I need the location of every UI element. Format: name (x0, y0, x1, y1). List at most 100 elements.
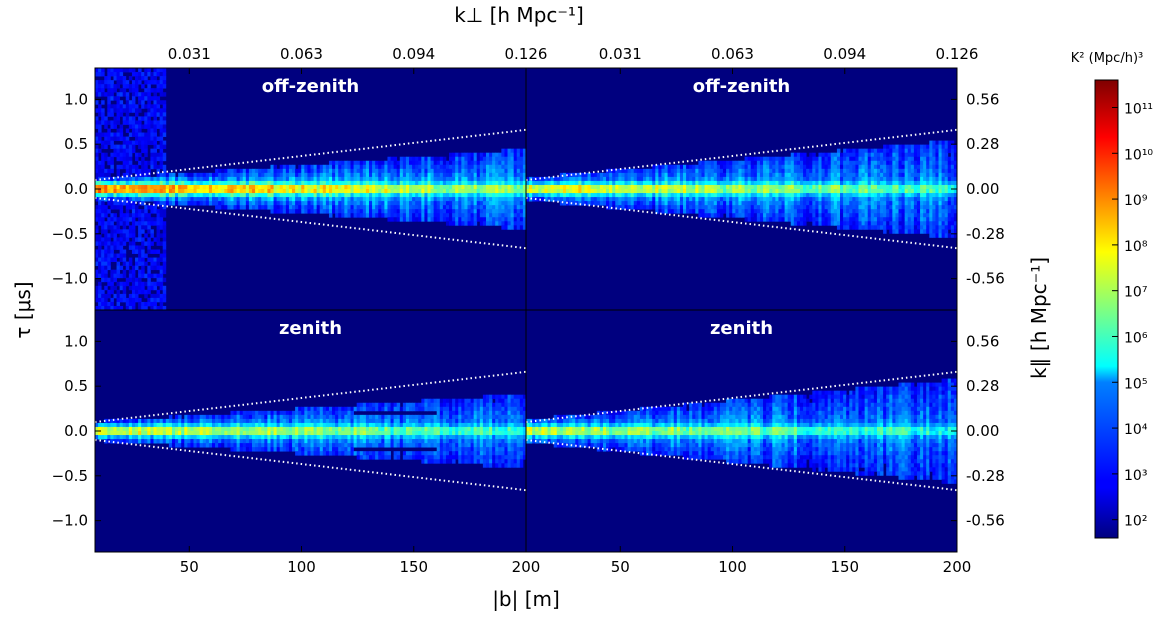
heatmap-cell (719, 205, 724, 210)
heatmap-cell (787, 205, 792, 210)
heatmap-cell (941, 180, 946, 186)
heatmap-cell (424, 193, 428, 198)
heatmap-cell (692, 180, 696, 186)
heatmap-cell (110, 269, 114, 275)
heatmap-cell (479, 160, 484, 166)
heatmap-cell (95, 68, 99, 73)
heatmap-cell (199, 176, 204, 182)
heatmap-cell (208, 193, 213, 198)
heatmap-cell (569, 176, 573, 182)
heatmap-cell (950, 193, 955, 198)
heatmap-cell (796, 217, 801, 222)
heatmap-cell (427, 164, 431, 170)
heatmap-cell (350, 168, 354, 174)
heatmap-cell (461, 156, 465, 162)
heatmap-cell (843, 197, 847, 202)
heatmap-cell (880, 197, 884, 202)
heatmap-cell (913, 197, 918, 202)
heatmap-cell (676, 172, 681, 178)
heatmap-cell (208, 426, 213, 432)
heatmap-cell (252, 193, 256, 198)
heatmap-cell (846, 225, 850, 230)
heatmap-cell (110, 418, 114, 424)
heatmap-cell (270, 193, 274, 198)
heatmap-cell (627, 201, 632, 206)
heatmap-cell (110, 205, 114, 210)
heatmap-cell (110, 88, 114, 93)
heatmap-cell (310, 193, 314, 198)
heatmap-cell (744, 180, 749, 186)
heatmap-cell (793, 197, 798, 202)
heatmap-cell (116, 92, 121, 97)
heatmap-cell (876, 221, 881, 226)
heatmap-cell (211, 189, 216, 194)
heatmap-cell (716, 201, 721, 206)
heatmap-cell (849, 189, 853, 194)
heatmap-cell (723, 176, 727, 182)
heatmap-cell (707, 205, 712, 210)
heatmap-cell (421, 160, 425, 166)
heatmap-cell (452, 209, 456, 214)
heatmap-cell (267, 201, 271, 206)
heatmap-cell (498, 197, 502, 202)
heatmap-cell (864, 180, 869, 186)
heatmap-cell (923, 205, 927, 210)
heatmap-cell (316, 176, 321, 182)
heatmap-cell (913, 172, 918, 178)
heatmap-cell (384, 209, 388, 214)
heatmap-cell (393, 164, 398, 170)
heatmap-cell (873, 176, 878, 182)
heatmap-cell (876, 176, 881, 182)
heatmap-cell (131, 245, 136, 250)
heatmap-cell (886, 209, 890, 214)
heatmap-cell (119, 72, 124, 77)
heatmap-cell (818, 205, 822, 210)
heatmap-cell (652, 164, 656, 170)
heatmap-cell (144, 209, 148, 214)
heatmap-cell (562, 176, 567, 182)
heatmap-cell (501, 201, 505, 206)
heatmap-cell (378, 197, 382, 202)
heatmap-cell (159, 301, 164, 307)
heatmap-cell (150, 233, 154, 238)
heatmap-cell (953, 184, 958, 190)
heatmap-cell (190, 439, 194, 444)
heatmap-cell (910, 160, 915, 166)
heatmap-cell (627, 172, 632, 178)
heatmap-cell (747, 213, 752, 218)
heatmap-cell (904, 148, 909, 154)
heatmap-cell (892, 184, 896, 190)
heatmap-cell (741, 209, 745, 214)
heatmap-cell (328, 209, 333, 214)
heatmap-cell (412, 184, 416, 190)
heatmap-cell (895, 176, 899, 182)
heatmap-cell (150, 257, 154, 262)
heatmap-cell (141, 229, 145, 234)
heatmap-cell (676, 168, 681, 174)
heatmap-cell (947, 205, 952, 210)
heatmap-cell (553, 184, 558, 190)
heatmap-cell (719, 213, 724, 218)
heatmap-cell (110, 132, 114, 137)
heatmap-cell (864, 164, 869, 170)
heatmap-cell (876, 217, 881, 222)
heatmap-cell (479, 201, 484, 206)
heatmap-cell (944, 213, 949, 218)
heatmap-cell (941, 221, 946, 226)
heatmap-cell (510, 221, 515, 226)
heatmap-cell (131, 148, 136, 154)
heatmap-cell (144, 172, 148, 178)
heatmap-cell (904, 144, 909, 150)
heatmap-cell (929, 221, 933, 226)
heatmap-cell (332, 193, 336, 198)
heatmap-cell (612, 168, 616, 174)
heatmap-cell (359, 160, 364, 166)
heatmap-cell (938, 176, 943, 182)
heatmap-cell (393, 184, 398, 190)
heatmap-cell (787, 189, 792, 194)
heatmap-cell (144, 184, 148, 190)
heatmap-cell (316, 172, 321, 178)
heatmap-cell (464, 209, 468, 214)
heatmap-cell (144, 193, 148, 198)
heatmap-cell (738, 160, 742, 166)
